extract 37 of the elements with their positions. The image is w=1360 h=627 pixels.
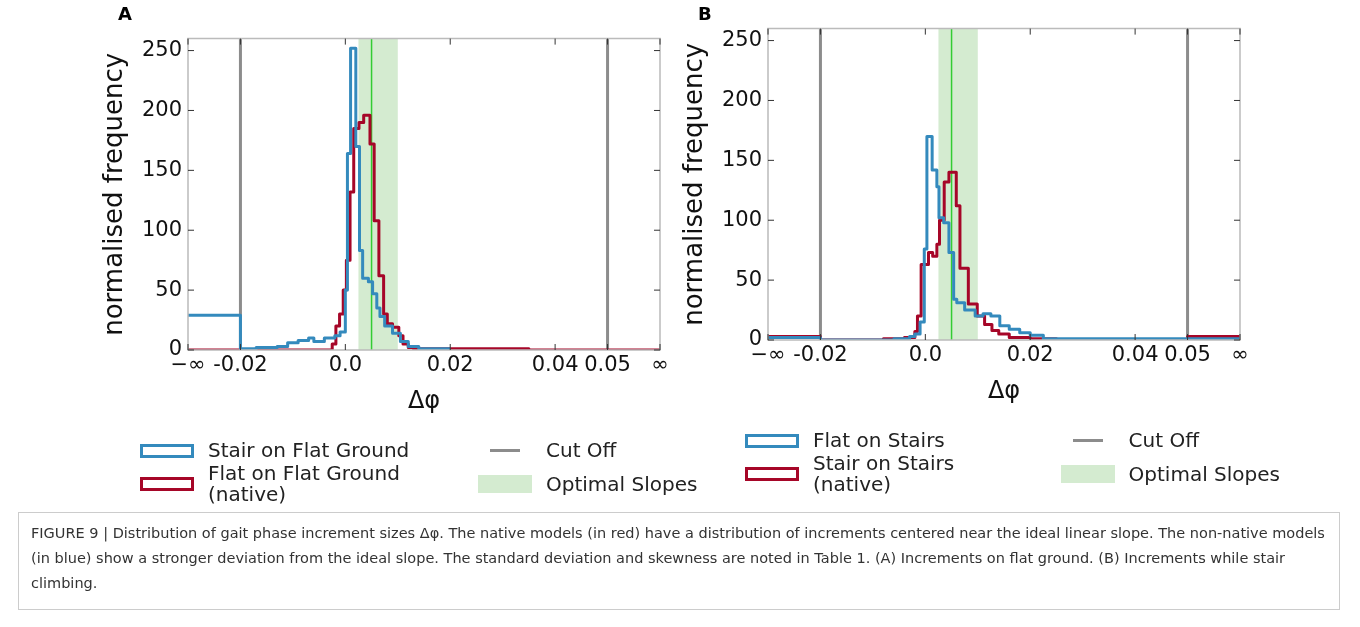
legend-label: Stair on Flat Ground <box>208 438 410 462</box>
y-tick-label: 200 <box>721 86 762 111</box>
x-tick-label: ∞ <box>1231 342 1249 367</box>
x-axis-title: Δφ <box>407 385 441 414</box>
y-tick-label: 250 <box>141 37 182 62</box>
chart-title: B <box>698 3 712 24</box>
x-tick-label: 0.04 <box>1111 342 1159 367</box>
caption: FIGURE 9 | Distribution of gait phase increment sizes Δφ. The native models (in red) have a distribution of increments centered near the ideal linear slope. The non-native models (in blue) show a stronger deviation from the ideal slope. The standard deviation and skewness are noted in Table 1. (A) Increments on flat ground. (B) Increments while stair climbing. <box>18 512 1340 610</box>
x-tick-label: 0.05 <box>584 352 631 377</box>
y-tick-label: 200 <box>141 96 182 121</box>
x-tick-label: 0.04 <box>531 352 579 377</box>
legend-label: Flat on Stairs <box>813 428 945 452</box>
x-tick-label: 0.02 <box>426 352 474 377</box>
y-tick-label: 150 <box>721 146 762 171</box>
x-tick-label: ∞ <box>651 352 669 377</box>
y-tick-label: 100 <box>141 216 182 241</box>
legend-label: Optimal Slopes <box>1128 461 1280 486</box>
legend-label: Flat on Flat Ground (native) <box>208 461 401 506</box>
x-tick-label: 0.05 <box>1164 342 1211 367</box>
x-tick-label: 0.0 <box>908 342 943 367</box>
y-tick-label: 50 <box>735 266 762 291</box>
y-axis-title: normalised frequency <box>98 52 129 336</box>
y-tick-label: 50 <box>155 276 182 301</box>
y-tick-label: 150 <box>141 156 182 181</box>
legend-label: Cut Off <box>1128 428 1199 452</box>
x-tick-label: -0.02 <box>213 352 268 377</box>
legend-label: Cut Off <box>546 438 617 462</box>
y-axis-title: normalised frequency <box>678 42 709 326</box>
x-tick-label: 0.02 <box>1006 342 1054 367</box>
x-tick-label: 0.0 <box>328 352 363 377</box>
x-tick-label: -0.02 <box>793 342 848 367</box>
x-axis-title: Δφ <box>987 375 1021 404</box>
chart-title: A <box>118 3 132 24</box>
legend-label: Stair on Stairs (native) <box>813 451 956 496</box>
legend-label: Optimal Slopes <box>546 471 698 496</box>
y-tick-label: 100 <box>721 206 762 231</box>
y-tick-label: 250 <box>721 27 762 52</box>
